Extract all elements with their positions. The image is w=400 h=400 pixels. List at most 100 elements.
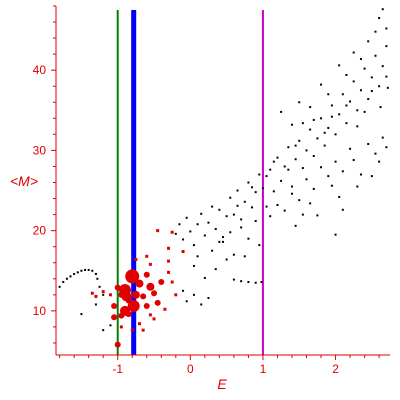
red-point [130,328,134,332]
black-point [359,89,362,92]
black-point [378,85,381,88]
black-point [62,280,65,283]
black-point [367,98,370,101]
y-tick-label: 30 [33,143,47,157]
black-point [222,236,224,239]
black-point [287,168,290,171]
x-tick-label: 1 [260,362,267,376]
black-point [65,277,68,280]
black-point [363,110,366,113]
black-point [236,204,239,207]
black-point [298,199,301,202]
black-point [312,118,315,121]
red-point [121,291,132,302]
black-point [192,293,195,296]
black-point [225,258,228,261]
black-point [320,166,323,169]
red-point [127,300,140,313]
black-point [290,123,293,126]
black-point [236,189,239,192]
red-point [148,262,152,266]
black-point [258,173,261,176]
black-point [378,160,381,163]
black-point [345,73,348,76]
black-point [232,213,235,216]
y-axis-label: <M> [10,173,38,189]
black-point [312,155,315,158]
red-point [170,230,174,234]
black-point [367,142,370,145]
black-point [341,93,344,96]
x-axis-label: E [217,376,227,392]
black-point [330,115,333,118]
red-point [101,290,105,294]
black-point [192,264,195,267]
black-point [182,238,185,241]
red-point [141,328,145,332]
black-point [356,109,359,112]
black-point [316,214,319,217]
black-point [367,40,370,43]
black-point [327,175,330,178]
black-point [294,144,297,147]
black-point [260,280,263,283]
black-point [243,255,246,258]
black-point [359,57,362,60]
red-point [152,317,156,321]
black-point [207,297,210,300]
black-point [232,278,235,281]
black-point [247,181,250,184]
black-point [240,280,243,283]
black-point [276,203,279,206]
red-point [134,258,138,262]
black-point [283,165,286,168]
black-point [381,8,384,11]
black-point [189,230,192,233]
black-point [359,173,362,176]
black-point [261,187,264,190]
black-point [222,240,224,243]
black-point [341,208,344,211]
black-point [229,196,232,199]
black-point [378,17,381,20]
black-point [58,285,61,288]
black-point [251,186,254,189]
black-point [232,253,235,256]
black-point [109,324,112,327]
red-point [146,282,155,291]
black-point [73,272,76,275]
black-point [294,158,297,161]
red-point [181,250,185,254]
black-point [385,27,388,30]
red-point [125,269,140,284]
black-point [356,125,359,128]
red-point [143,303,150,310]
black-point [385,146,388,149]
black-point [341,170,344,173]
x-tick-label: -1 [112,362,123,376]
black-point [370,175,373,178]
black-point [247,237,250,240]
black-point [320,83,323,86]
black-point [290,185,293,188]
red-point [140,293,147,300]
red-point [163,307,167,311]
black-point [94,272,97,275]
black-point [280,179,283,182]
red-point [148,313,152,317]
black-point [323,131,326,134]
black-point [374,30,377,33]
black-point [91,269,94,272]
black-point [185,216,188,219]
black-point [370,76,373,79]
black-point [258,244,261,247]
red-point [151,290,158,297]
black-point [330,104,333,107]
black-point [349,100,352,103]
black-point [301,167,304,170]
black-point [305,149,308,152]
black-point [174,232,177,235]
red-point [118,312,125,319]
black-point [203,234,206,237]
